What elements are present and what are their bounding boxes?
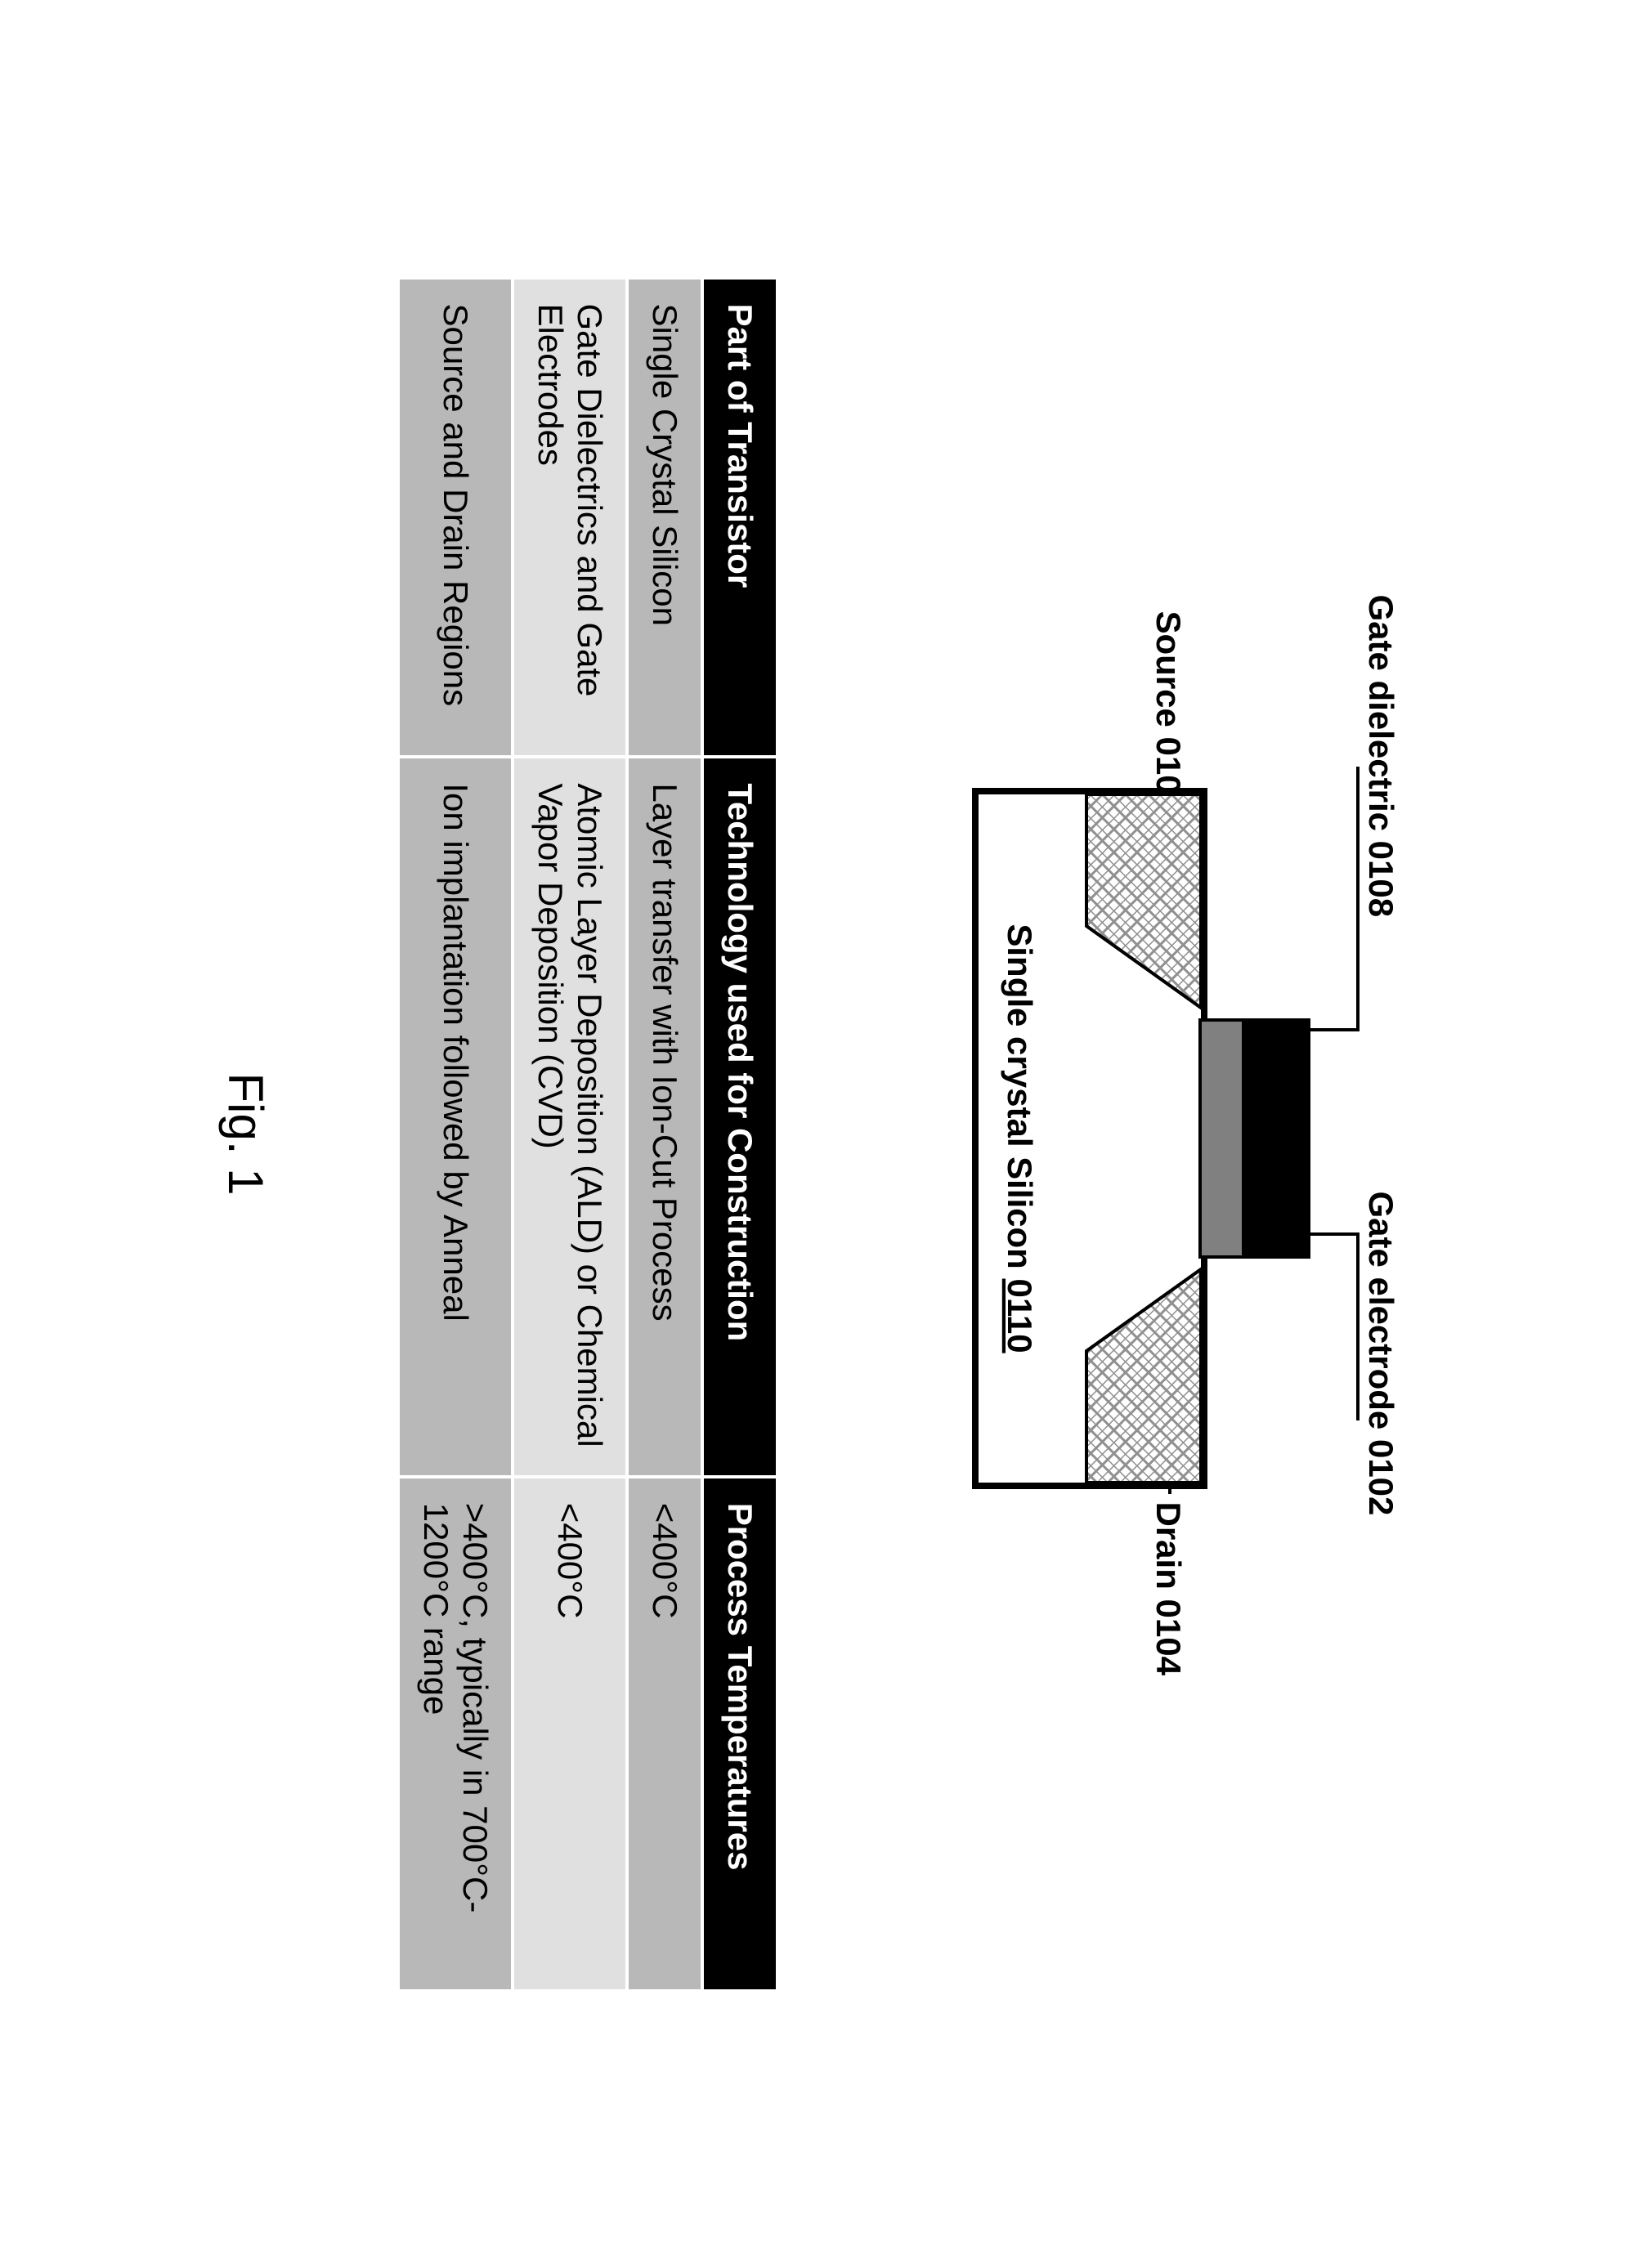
figure-caption: Fig. 1 xyxy=(218,1072,275,1195)
cell-part: Single Crystal Silicon xyxy=(628,278,703,758)
table-row: Gate Dielectrics and Gate Electrodes Ato… xyxy=(513,278,628,1991)
process-table: Part of Transistor Technology used for C… xyxy=(397,276,780,1993)
header-tech: Technology used for Construction xyxy=(703,757,778,1476)
cell-temp: <400°C xyxy=(513,1477,628,1991)
cell-tech: Atomic Layer Deposition (ALD) or Chemica… xyxy=(513,757,628,1476)
cell-temp: <400°C xyxy=(628,1477,703,1991)
electrode-line-h xyxy=(1357,1232,1360,1420)
table-row: Source and Drain Regions Ion implantatio… xyxy=(399,278,513,1991)
drain-label: Drain 0104 xyxy=(1149,1502,1189,1675)
cell-temp: >400°C, typically in 700°C-1200°C range xyxy=(399,1477,513,1991)
cell-part: Gate Dielectrics and Gate Electrodes xyxy=(513,278,628,758)
cell-tech: Layer transfer with Ion-Cut Process xyxy=(628,757,703,1476)
gate-electrode xyxy=(1244,1020,1311,1257)
dielectric-line-h xyxy=(1357,767,1360,1031)
table-row: Single Crystal Silicon Layer transfer wi… xyxy=(628,278,703,1991)
gate-electrode-label: Gate electrode 0102 xyxy=(1362,1192,1401,1516)
electrode-line xyxy=(1303,1232,1360,1236)
header-temp: Process Temperatures xyxy=(703,1477,778,1991)
gate-dielectric xyxy=(1201,1020,1246,1257)
transistor-diagram: Gate dielectric 0108 Gate electrode 0102… xyxy=(845,481,1418,1788)
cell-tech: Ion implantation followed by Anneal xyxy=(399,757,513,1476)
gate-dielectric-label: Gate dielectric 0108 xyxy=(1362,595,1401,918)
substrate-text: Single crystal Silicon 0110 xyxy=(1001,924,1040,1353)
header-part: Part of Transistor xyxy=(703,278,778,758)
transistor-cross-section: Single crystal Silicon 0110 xyxy=(943,783,1311,1494)
cell-part: Source and Drain Regions xyxy=(399,278,513,758)
